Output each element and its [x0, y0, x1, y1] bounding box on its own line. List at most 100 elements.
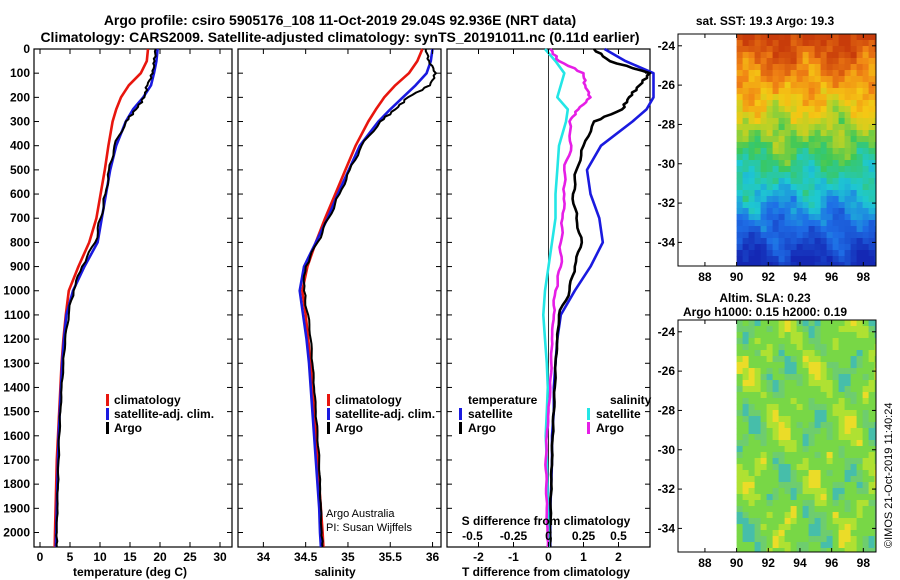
heatmap-cell	[760, 148, 767, 155]
heatmap-cell	[736, 154, 743, 161]
heatmap-cell	[742, 410, 749, 417]
lon-tick-label: 90	[730, 270, 744, 284]
heatmap-cell	[760, 374, 767, 381]
heatmap-cell	[820, 344, 827, 351]
heatmap-cell	[760, 326, 767, 333]
heatmap-cell	[844, 100, 851, 107]
heatmap-cell	[772, 238, 779, 245]
heatmap-cell	[868, 88, 875, 95]
heatmap-cell	[814, 494, 821, 501]
heatmap-cell	[832, 190, 839, 197]
heatmap-cell	[760, 548, 767, 552]
heatmap-cell	[766, 124, 773, 131]
heatmap-cell	[808, 422, 815, 429]
heatmap-cell	[748, 530, 755, 537]
heatmap-cell	[784, 184, 791, 191]
heatmap-cell	[820, 464, 827, 471]
heatmap-cell	[760, 428, 767, 435]
heatmap-cell	[850, 458, 857, 465]
heatmap-cell	[784, 530, 791, 537]
heatmap-cell	[862, 536, 869, 543]
heatmap-cell	[760, 524, 767, 531]
heatmap-cell	[778, 500, 785, 507]
heatmap-cell	[748, 338, 755, 345]
heatmap-cell	[862, 64, 869, 71]
heatmap-cell	[862, 326, 869, 333]
heatmap-cell	[790, 208, 797, 215]
heatmap-cell	[820, 338, 827, 345]
heatmap-cell	[772, 512, 779, 519]
heatmap-cell	[766, 178, 773, 185]
heatmap-cell	[790, 46, 797, 53]
heatmap-cell	[808, 76, 815, 83]
heatmap-cell	[808, 136, 815, 143]
heatmap-cell	[874, 100, 876, 107]
heatmap-cell	[748, 440, 755, 447]
heatmap-cell	[820, 386, 827, 393]
heatmap-cell	[808, 326, 815, 333]
heatmap-cell	[826, 202, 833, 209]
heatmap-cell	[736, 362, 743, 369]
heatmap-cell	[808, 172, 815, 179]
heatmap-cell	[826, 536, 833, 543]
heatmap-cell	[760, 416, 767, 423]
heatmap-cell	[772, 440, 779, 447]
heatmap-cell	[790, 184, 797, 191]
lat-tick-label: -32	[658, 482, 676, 496]
heatmap-cell	[868, 476, 875, 483]
heatmap-cell	[832, 202, 839, 209]
heatmap-cell	[838, 262, 845, 266]
lon-tick-label: 88	[698, 556, 712, 570]
heatmap-cell	[760, 262, 767, 266]
heatmap-cell	[826, 380, 833, 387]
heatmap-cell	[850, 392, 857, 399]
heatmap-cell	[856, 440, 863, 447]
heatmap-cell	[754, 482, 761, 489]
legend-satellite-label: satellite-adj. clim.	[335, 407, 435, 421]
heatmap-cell	[856, 356, 863, 363]
heatmap-cell	[826, 452, 833, 459]
heatmap-cell	[778, 326, 785, 333]
heatmap-cell	[844, 368, 851, 375]
imos-stamp: ©IMOS 21-Oct-2019 11:40:24	[883, 403, 895, 548]
heatmap-cell	[760, 112, 767, 119]
heatmap-cell	[796, 374, 803, 381]
heatmap-cell	[820, 94, 827, 101]
heatmap-cell	[856, 446, 863, 453]
heatmap-cell	[796, 422, 803, 429]
heatmap-cell	[736, 190, 743, 197]
heatmap-cell	[826, 542, 833, 549]
heatmap-cell	[796, 482, 803, 489]
heatmap-cell	[862, 320, 869, 327]
heatmap-cell	[826, 446, 833, 453]
heatmap-cell	[838, 536, 845, 543]
heatmap-cell	[856, 226, 863, 233]
heatmap-cell	[814, 160, 821, 167]
heatmap-cell	[868, 344, 875, 351]
heatmap-cell	[748, 40, 755, 47]
heatmap-cell	[856, 94, 863, 101]
heatmap-cell	[874, 70, 876, 77]
heatmap-cell	[802, 380, 809, 387]
heatmap-cell	[856, 320, 863, 327]
heatmap-cell	[874, 160, 876, 167]
depth-tick-label: 1200	[3, 332, 30, 346]
heatmap-cell	[736, 208, 743, 215]
heatmap-cell	[748, 112, 755, 119]
heatmap-cell	[772, 232, 779, 239]
heatmap-cell	[778, 94, 785, 101]
heatmap-cell	[814, 106, 821, 113]
heatmap-cell	[856, 458, 863, 465]
heatmap-cell	[748, 410, 755, 417]
heatmap-cell	[766, 368, 773, 375]
heatmap-cell	[820, 446, 827, 453]
heatmap-cell	[742, 416, 749, 423]
heatmap-cell	[814, 124, 821, 131]
heatmap-cell	[850, 82, 857, 89]
heatmap-cell	[856, 202, 863, 209]
heatmap-cell	[874, 250, 876, 257]
heatmap-cell	[850, 422, 857, 429]
heatmap-cell	[874, 184, 876, 191]
heatmap-cell	[790, 368, 797, 375]
heatmap-cell	[808, 196, 815, 203]
